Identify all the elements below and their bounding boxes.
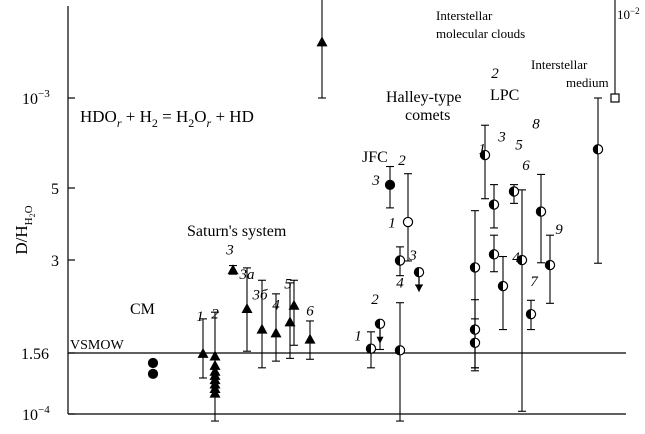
annotation-interstellar-medium-line1: Interstellar: [531, 57, 588, 72]
lpc-point-2-marker-fill: [470, 324, 475, 335]
saturn-s-system-point-2-cluster-1: [209, 359, 221, 370]
annotation-saturn: Saturn's system: [187, 223, 287, 240]
saturn-s-system-point-6-marker: [270, 327, 282, 338]
lpc-point-10-marker-fill: [526, 309, 531, 319]
marker-labels: 1233a3б45671234123123456789: [196, 66, 563, 345]
lpc-point-8-label: 5: [515, 137, 523, 153]
lpc-point-1-label: 1: [478, 141, 486, 157]
jfc-point-2-label: 2: [371, 292, 379, 308]
lpc-point-7-marker-fill: [498, 281, 503, 291]
data-markers: [147, 36, 620, 398]
saturn-s-system-point-9-marker: [304, 333, 316, 344]
halley-type-comets-point-3-marker-fill: [414, 267, 419, 277]
vsmow-label: VSMOW: [70, 338, 124, 353]
lpc-point-10-label: 7: [530, 274, 539, 290]
saturn-s-system-point-9-label: 6: [306, 304, 314, 320]
saturn-s-system-point-6-label: 4: [272, 297, 280, 313]
halley-type-comets-point-2-marker: [402, 216, 414, 228]
annotation-interstellar-clouds-line1: Interstellar: [436, 8, 493, 23]
jfc-point-2-marker-fill: [375, 319, 380, 329]
saturn-s-system-point-2-cluster-7: [209, 387, 221, 398]
jfc-point-4-marker-fill: [395, 345, 400, 355]
jfc-point-4-label: 4: [396, 275, 404, 291]
lpc-point-9-label: 6: [522, 158, 530, 174]
saturn-s-system-point-2-label: 2: [211, 307, 219, 323]
saturn-s-system-point-4-label: 3a: [239, 267, 255, 283]
lpc-point-11-label: 8: [532, 117, 540, 133]
saturn-s-system-point-3-label: 3: [225, 242, 234, 258]
y-tick-label-5: 5: [51, 181, 59, 198]
halley-type-comets-point-2-label: 2: [398, 153, 406, 169]
saturn-s-system-point-5-marker: [256, 323, 268, 334]
saturn-s-system-point-1-marker: [197, 347, 209, 358]
cm-point-2-marker: [147, 368, 159, 379]
annotation-interstellar-clouds-line2: molecular clouds: [436, 26, 525, 41]
lpc-point-5-marker-fill: [489, 199, 494, 210]
lpc-point-7-label: 4: [512, 250, 520, 266]
annotation-jfc: JFC: [362, 149, 388, 166]
saturn-s-system-point-10-marker: [316, 36, 328, 47]
cm-point-1-marker: [147, 357, 159, 369]
lpc-point-11-marker-fill: [536, 207, 541, 217]
y-tick-label-1e-4: 10−4: [22, 404, 50, 424]
y-tick-label-1.56: 1.56: [21, 346, 49, 363]
saturn-s-system-point-8-marker: [288, 299, 300, 310]
annotation-cm: CM: [130, 301, 155, 318]
interstellar-medium-point-1-marker: [610, 93, 620, 103]
saturn-s-system-point-4-marker: [241, 302, 253, 313]
annotation-interstellar-medium-line2: medium: [566, 75, 609, 90]
saturn-s-system-point-3-marker: [227, 264, 239, 275]
reaction-equation: HDOr + H2 = H2Or + HD: [80, 107, 254, 130]
annotation-halley-line2: comets: [405, 107, 450, 124]
lpc-point-12-marker-fill: [545, 260, 550, 270]
lpc-point-3-marker-fill: [470, 338, 475, 348]
jfc-point-3-marker: [384, 179, 396, 190]
lpc-point-5-label: 3: [497, 130, 506, 146]
lpc-point-12-label: 9: [555, 222, 563, 238]
lpc-point-8-marker-fill: [509, 186, 514, 197]
saturn-s-system-point-7-label: 5: [284, 276, 292, 292]
lpc-point-6-marker-fill: [489, 249, 494, 259]
halley-type-comets-point-3-upper-limit-head: [415, 285, 423, 293]
annotation-10e-2: 10−2: [617, 6, 640, 22]
lpc-point-4-label: 2: [491, 66, 499, 82]
jfc-point-1-label: 1: [354, 329, 362, 345]
lpc-point-4-marker-fill: [480, 150, 485, 160]
interstellar-molecular-clouds-point-1-marker-fill: [593, 144, 598, 154]
halley-type-comets-point-3-label: 3: [408, 248, 417, 264]
annotation-lpc: LPC: [490, 87, 519, 104]
lpc-point-9-marker-fill: [517, 255, 522, 265]
saturn-s-system-point-2-marker: [209, 350, 221, 361]
halley-type-comets-point-1-label: 1: [388, 216, 396, 232]
annotation-halley-line1: Halley-type: [386, 89, 462, 106]
lpc-point-1-marker-fill: [470, 262, 475, 273]
y-tick-label-1e-3: 10−3: [22, 88, 50, 108]
y-ticks: [68, 97, 75, 415]
halley-type-comets-point-1-marker-fill: [395, 255, 400, 266]
jfc-point-3-label: 3: [371, 173, 380, 189]
jfc-point-2-upper-limit-head: [376, 336, 384, 344]
saturn-s-system-point-1-label: 1: [196, 309, 204, 325]
saturn-s-system-point-7-marker: [284, 316, 296, 327]
y-tick-label-3: 3: [51, 253, 59, 270]
jfc-point-1-marker-fill: [366, 344, 371, 354]
saturn-s-system-point-5-label: 3б: [251, 288, 268, 304]
y-axis-title: D/HH2O: [12, 205, 37, 254]
